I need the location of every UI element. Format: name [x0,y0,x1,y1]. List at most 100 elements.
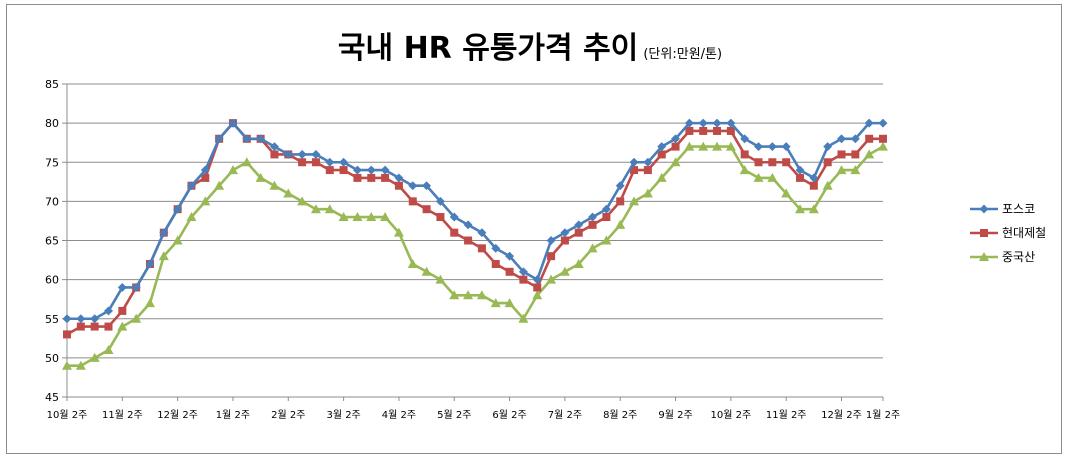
data-point [836,134,847,144]
x-tick-label: 8월 2주 [603,409,637,421]
data-point [822,180,833,190]
data-point [241,157,252,167]
data-point [726,126,735,135]
data-point [684,118,694,128]
data-point [546,274,557,284]
data-point [505,251,515,261]
data-point [601,204,611,214]
data-point [699,126,708,135]
data-point [131,282,141,293]
data-point [200,165,210,175]
data-point [684,141,695,151]
data-point [698,141,709,151]
x-tick-label: 12월 2주 [157,409,198,421]
data-point [587,243,598,253]
data-point [421,266,432,276]
data-point [685,126,694,135]
data-point [588,220,597,229]
data-point [837,150,846,159]
series-1 [62,118,888,324]
data-point [214,180,225,190]
data-point [781,142,791,152]
data-point [366,165,376,175]
y-tick-label: 70 [45,195,59,208]
data-point [394,173,404,183]
data-point [76,322,85,331]
x-tick-label: 7월 2주 [548,409,582,421]
chart-title: 국내 HR 유통가격 추이 (단위:만원/톤) [338,31,722,66]
data-point [518,313,529,323]
data-point [559,266,570,276]
legend-label: 중국산 [1002,250,1035,264]
data-point [519,275,528,284]
data-point [283,188,294,198]
data-point [657,142,667,152]
data-point [739,165,750,175]
data-point [615,219,626,229]
data-point [463,220,473,230]
data-point [616,197,625,206]
data-point [118,306,127,315]
data-point [864,118,874,128]
data-point [117,282,127,293]
x-tick-label: 11월 2주 [766,409,807,421]
data-point [850,165,861,175]
data-point [630,166,639,175]
data-point [131,313,142,323]
data-point [200,196,211,206]
data-point [796,173,805,182]
x-tick-label: 11월 2주 [102,409,143,421]
data-point [366,212,377,222]
data-point [670,134,681,144]
data-point [311,158,320,167]
data-point [754,158,763,167]
data-point [533,283,542,292]
data-point [864,149,875,159]
data-point [435,196,445,206]
data-point [878,118,888,128]
data-point [62,314,72,324]
data-point [311,149,321,159]
data-point [491,259,500,268]
data-point [601,235,612,245]
data-point [588,212,598,222]
data-point [656,172,667,182]
data-point [698,118,708,128]
data-point [823,158,832,167]
data-point [809,173,819,183]
legend-swatch-marker [980,229,988,237]
data-point [505,267,514,276]
data-point [103,306,114,316]
data-point [643,157,653,167]
data-point [381,173,390,182]
plot-area [62,118,888,370]
data-point [712,118,722,128]
data-point [809,181,818,190]
data-point [186,181,197,191]
data-point [642,188,653,198]
data-point [753,142,764,152]
data-point [393,227,404,237]
data-point [422,181,432,191]
legend-item-1: 포스코 [970,202,1035,216]
data-point [712,141,723,151]
y-tick-label: 50 [45,352,59,365]
data-point [781,188,792,198]
data-point [269,180,280,190]
data-point [158,251,169,261]
data-point [782,158,791,167]
data-point [879,134,887,143]
data-point [476,290,487,300]
x-tick-label: 3월 2주 [326,409,360,421]
data-point [795,165,805,175]
data-point [518,267,528,277]
data-point [477,228,487,238]
data-point [865,134,874,143]
data-point [753,172,764,182]
data-point [269,142,280,152]
x-tick-label: 10월 2주 [47,409,88,421]
data-point [767,142,777,152]
data-point [353,173,362,182]
chart-title-unit: (단위:만원/톤) [643,47,722,62]
data-point [713,126,722,135]
